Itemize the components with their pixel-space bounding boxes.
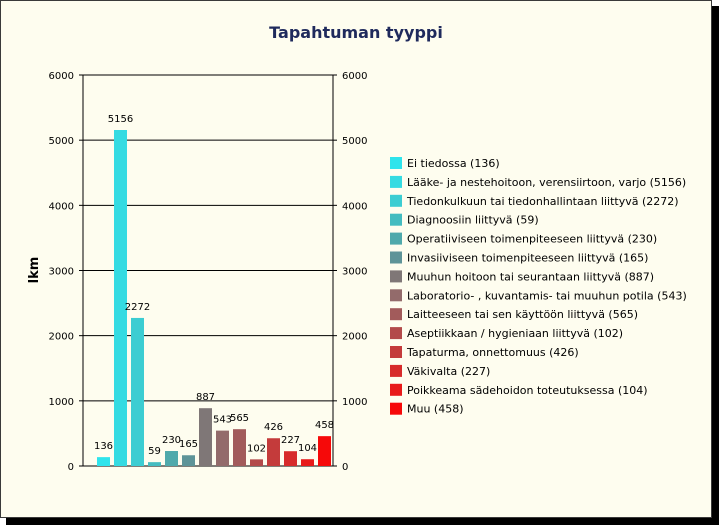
bar — [148, 462, 161, 466]
data-label: 458 — [315, 420, 334, 431]
legend-swatch — [390, 232, 402, 245]
legend-swatch — [390, 194, 402, 207]
y-tick-label-right: 5000 — [342, 136, 367, 147]
data-label: 136 — [94, 441, 113, 452]
data-label: 230 — [162, 435, 181, 446]
legend-swatch — [390, 251, 402, 264]
legend-entry: Invasiiviseen toimenpiteeseen liittyvä (… — [407, 252, 648, 265]
legend-entry: Aseptiikkaan / hygieniaan liittyvä (102) — [407, 327, 623, 340]
y-tick-label-left: 3000 — [49, 267, 74, 278]
bar — [97, 457, 110, 466]
data-label: 165 — [179, 439, 198, 450]
bar — [301, 459, 314, 466]
data-label: 227 — [281, 435, 300, 446]
y-tick-label-left: 1000 — [49, 397, 74, 408]
legend-entry: Tapaturma, onnettomuus (426) — [406, 346, 579, 359]
y-tick-label-left: 2000 — [49, 332, 74, 343]
data-label: 887 — [196, 392, 215, 403]
y-tick-label-right: 6000 — [342, 71, 367, 82]
data-label: 59 — [148, 446, 161, 457]
y-tick-label-right: 4000 — [342, 201, 367, 212]
legend-entry: Väkivalta (227) — [407, 365, 490, 378]
bar — [131, 317, 144, 466]
data-label: 543 — [213, 415, 232, 426]
y-tick-label-right: 0 — [342, 462, 348, 473]
y-tick-label-left: 5000 — [49, 136, 74, 147]
legend-entry: Lääke- ja nestehoitoon, verensiirtoon, v… — [407, 176, 686, 189]
data-label: 2272 — [125, 302, 150, 313]
legend-entry: Muuhun hoitoon tai seurantaan liittyvä (… — [407, 270, 654, 283]
axes: 0 0 1000 1000 2000 2000 3000 3000 4000 4000 5000 50… — [49, 71, 368, 473]
bar — [250, 459, 263, 466]
legend-swatch — [390, 213, 402, 226]
legend-swatch — [390, 327, 402, 340]
bar — [267, 438, 280, 466]
bar — [114, 130, 127, 466]
y-tick-label-left: 0 — [68, 462, 74, 473]
data-label: 565 — [230, 413, 249, 424]
frame-shadow-right — [712, 6, 719, 524]
legend-swatch — [390, 270, 402, 283]
legend-swatch — [390, 289, 402, 302]
data-label: 104 — [298, 443, 317, 454]
data-label: 102 — [247, 443, 266, 454]
bar — [318, 436, 331, 466]
legend-entry: Tiedonkulkuun tai tiedonhallintaan liitt… — [406, 195, 679, 208]
bar — [199, 408, 212, 466]
data-label: 5156 — [108, 114, 133, 125]
legend-entry: Poikkeama sädehoidon toteutuksessa (104) — [407, 384, 648, 397]
y-tick-label-right: 2000 — [342, 332, 367, 343]
legend-swatch — [390, 308, 402, 321]
frame-shadow-bottom — [6, 518, 719, 525]
legend-entry: Muu (458) — [407, 403, 464, 416]
legend-entry: Ei tiedossa (136) — [407, 157, 500, 170]
data-label: 426 — [264, 422, 283, 433]
legend-entry: Laboratorio- , kuvantamis- tai muuhun po… — [407, 289, 687, 302]
bar — [165, 451, 178, 466]
legend-swatch — [390, 402, 402, 415]
y-tick-label-right: 3000 — [342, 267, 367, 278]
chart-title: Tapahtuman tyyppi — [269, 23, 443, 42]
legend-swatch — [390, 346, 402, 358]
legend-entry: Diagnoosiin liittyvä (59) — [407, 214, 539, 227]
legend-swatch — [390, 175, 402, 188]
y-tick-label-left: 6000 — [49, 71, 74, 82]
legend-swatch — [390, 364, 402, 377]
bar — [182, 455, 195, 466]
bar — [284, 451, 297, 466]
y-tick-label-right: 1000 — [342, 397, 367, 408]
y-axis-label: lkm — [27, 257, 42, 284]
bar — [216, 430, 229, 466]
bar — [233, 429, 246, 466]
legend: Ei tiedossa (136) Lääke- ja nestehoitoon,… — [390, 157, 687, 416]
y-tick-label-left: 4000 — [49, 201, 74, 212]
legend-swatch — [390, 157, 402, 169]
legend-entry: Operatiiviseen toimenpiteeseen liittyvä … — [407, 233, 657, 246]
legend-swatch — [390, 383, 402, 396]
legend-entry: Laitteeseen tai sen käyttöön liittyvä (5… — [407, 308, 638, 321]
